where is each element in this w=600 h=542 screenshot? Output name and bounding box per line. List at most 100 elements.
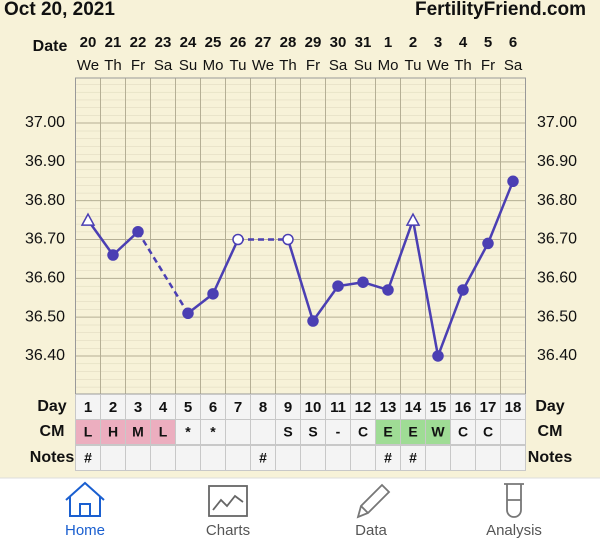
date-number: 6 — [509, 34, 517, 51]
cell-text: E — [383, 424, 392, 440]
weekday: Sa — [329, 57, 348, 74]
table-cell — [75, 419, 101, 445]
cell-text: 13 — [380, 399, 397, 416]
cell-text: 14 — [405, 399, 422, 416]
table-cell — [300, 419, 326, 445]
table-cell — [325, 419, 351, 445]
table-cell — [375, 445, 401, 471]
cell-text: 6 — [209, 399, 217, 416]
weekday: Tu — [230, 57, 247, 74]
weekday: Th — [454, 57, 472, 74]
weekday: Su — [179, 57, 197, 74]
row-label: CM — [40, 423, 65, 440]
table-cell — [500, 419, 526, 445]
temp-line — [86, 219, 115, 256]
table-cell — [100, 419, 126, 445]
table-cell — [375, 394, 401, 420]
weekday: Fr — [481, 57, 495, 74]
temp-marker — [182, 307, 194, 320]
y2-tick-label: 36.50 — [537, 308, 577, 325]
y2-tick-label: 36.80 — [537, 192, 577, 209]
analysis-tab[interactable]: Analysis — [486, 483, 542, 539]
cell-text: 11 — [330, 399, 346, 416]
weekday: Su — [354, 57, 372, 74]
temp-line — [211, 238, 240, 295]
y-tick-label: 36.40 — [25, 347, 65, 364]
table-cell — [175, 419, 201, 445]
cell-text: L — [159, 424, 168, 440]
cell-text: 2 — [109, 399, 117, 416]
table-cell — [200, 419, 226, 445]
row-label: Day — [37, 398, 66, 415]
nav-label[interactable]: Analysis — [486, 522, 542, 539]
table-cell — [425, 394, 451, 420]
cell-text: 18 — [505, 399, 522, 416]
date-number: 21 — [105, 34, 122, 51]
date-number: 5 — [484, 34, 492, 51]
weekday: Th — [279, 57, 297, 74]
cell-text: 4 — [159, 399, 168, 416]
y-tick-label: 37.00 — [25, 114, 65, 131]
cell-text: L — [84, 424, 93, 440]
table-cell — [250, 394, 276, 420]
nav-label[interactable]: Data — [355, 522, 387, 539]
cell-text: - — [336, 424, 341, 440]
cell-text: 1 — [84, 399, 92, 416]
table-cell — [325, 445, 351, 471]
weekday: We — [252, 57, 274, 74]
y2-tick-label: 36.60 — [537, 270, 577, 287]
y-tick-label: 36.80 — [25, 192, 65, 209]
cell-text: S — [283, 424, 292, 440]
cell-text: 10 — [305, 399, 322, 416]
charts-tab[interactable]: Charts — [206, 485, 250, 539]
weekday: Mo — [378, 57, 399, 74]
data-tab[interactable]: Data — [355, 483, 391, 539]
temp-marker — [357, 276, 369, 288]
temp-line — [461, 242, 490, 291]
cell-text: 5 — [184, 399, 192, 416]
table-cell — [200, 445, 226, 471]
table-cell — [475, 419, 501, 445]
data-icon — [356, 483, 391, 519]
date-number: 28 — [280, 34, 297, 51]
cell-text: # — [259, 450, 267, 466]
date-label: Date — [33, 38, 68, 55]
table-cell — [450, 445, 476, 471]
temp-marker — [282, 233, 294, 246]
table-cell — [175, 445, 201, 471]
date-number: 24 — [180, 34, 197, 51]
cell-text: 7 — [234, 399, 242, 416]
temp-marker — [232, 233, 244, 246]
weekday: Sa — [154, 57, 173, 74]
triangle-marker — [80, 212, 96, 226]
home-tab[interactable]: Home — [65, 481, 105, 539]
temp-marker — [132, 225, 144, 238]
date-number: 22 — [130, 34, 147, 51]
charts-icon — [208, 485, 248, 517]
table-cell — [450, 419, 476, 445]
temp-line — [486, 180, 515, 244]
cell-text: 16 — [455, 399, 472, 416]
table-cell — [250, 445, 276, 471]
charts-icon-line — [212, 494, 244, 511]
y2-tick-label: 36.90 — [537, 153, 577, 170]
table-cell — [475, 394, 501, 420]
weekday: Th — [104, 57, 122, 74]
date-number: 20 — [80, 34, 97, 51]
nav-label[interactable]: Charts — [206, 522, 250, 539]
table-cell — [400, 445, 426, 471]
site-name: FertilityFriend.com — [415, 0, 586, 20]
table-cell — [300, 445, 326, 471]
temp-marker — [457, 284, 469, 296]
table-cell — [500, 394, 526, 420]
row-label: Notes — [30, 449, 75, 466]
triangle-marker — [405, 212, 421, 226]
nav-label[interactable]: Home — [65, 522, 105, 539]
y-tick-label: 36.90 — [25, 153, 65, 170]
date-number: 31 — [355, 34, 372, 51]
gap-line — [136, 231, 190, 314]
weekday: Mo — [203, 57, 224, 74]
table-cell — [225, 445, 251, 471]
table-cell — [500, 445, 526, 471]
